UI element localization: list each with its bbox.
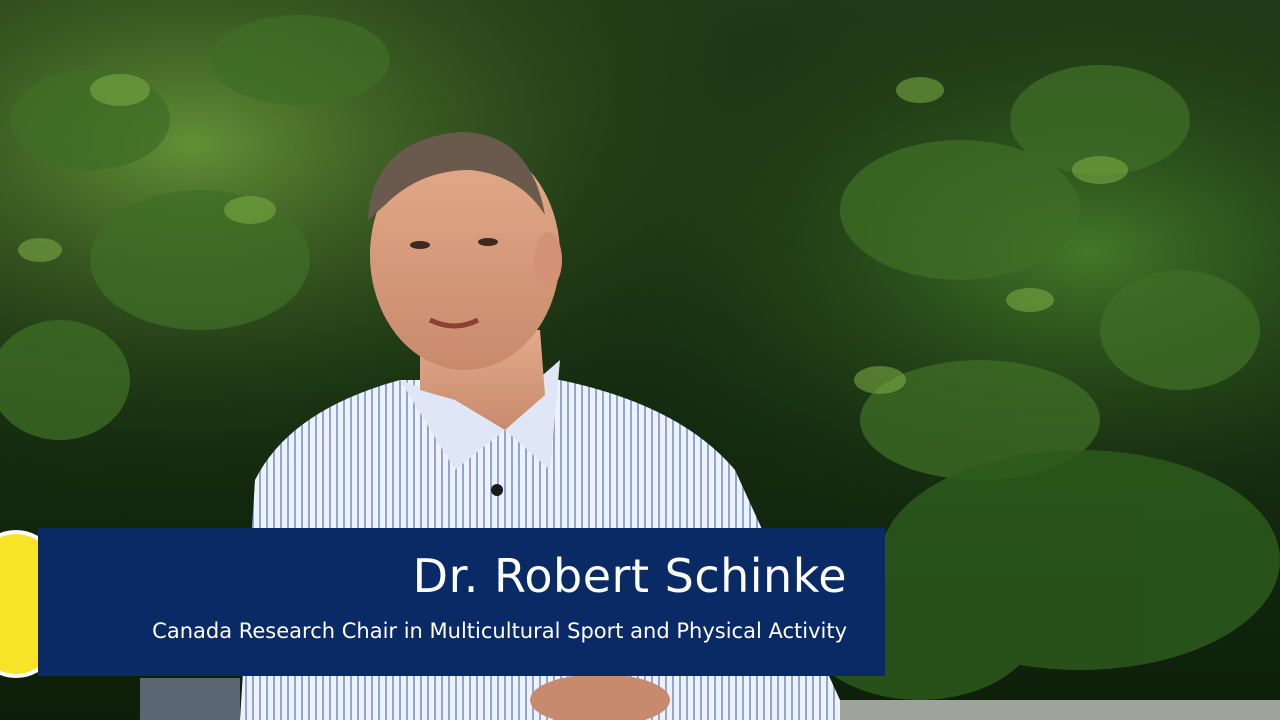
table-edge (830, 700, 1280, 720)
speaker-title: Canada Research Chair in Multicultural S… (152, 619, 847, 643)
lower-third-caption: Dr. Robert Schinke Canada Research Chair… (38, 528, 885, 676)
speaker-name: Dr. Robert Schinke (412, 549, 847, 603)
